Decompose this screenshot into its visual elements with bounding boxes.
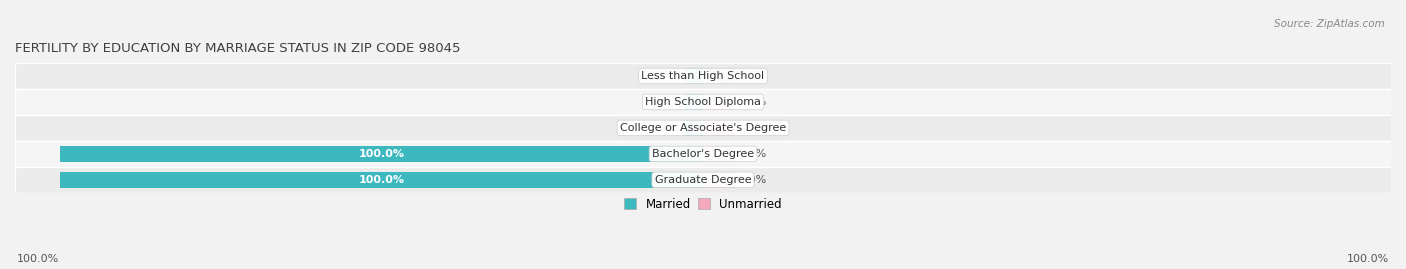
Bar [703,172,735,188]
Text: College or Associate's Degree: College or Associate's Degree [620,123,786,133]
Bar [683,94,703,110]
Bar [60,146,703,162]
Text: 100.0%: 100.0% [1347,254,1389,264]
Bar [703,94,735,110]
Bar [683,68,703,84]
Text: Less than High School: Less than High School [641,71,765,81]
Bar [15,141,1391,167]
Text: 0.0%: 0.0% [738,123,766,133]
Bar [703,68,735,84]
Text: Graduate Degree: Graduate Degree [655,175,751,185]
Legend: Married, Unmarried: Married, Unmarried [620,193,786,215]
Text: 0.0%: 0.0% [738,149,766,159]
Text: 0.0%: 0.0% [652,123,681,133]
Bar [15,167,1391,193]
Text: 0.0%: 0.0% [652,97,681,107]
Bar [703,146,735,162]
Bar [683,120,703,136]
Bar [15,63,1391,89]
Text: 0.0%: 0.0% [652,71,681,81]
Text: Bachelor's Degree: Bachelor's Degree [652,149,754,159]
Bar [15,115,1391,141]
Bar [703,120,735,136]
Text: 100.0%: 100.0% [17,254,59,264]
Text: Source: ZipAtlas.com: Source: ZipAtlas.com [1274,19,1385,29]
Text: 0.0%: 0.0% [738,71,766,81]
Text: High School Diploma: High School Diploma [645,97,761,107]
Bar [60,172,703,188]
Bar [15,89,1391,115]
Text: 100.0%: 100.0% [359,175,405,185]
Text: 0.0%: 0.0% [738,175,766,185]
Text: FERTILITY BY EDUCATION BY MARRIAGE STATUS IN ZIP CODE 98045: FERTILITY BY EDUCATION BY MARRIAGE STATU… [15,42,461,55]
Text: 0.0%: 0.0% [738,97,766,107]
Text: 100.0%: 100.0% [359,149,405,159]
